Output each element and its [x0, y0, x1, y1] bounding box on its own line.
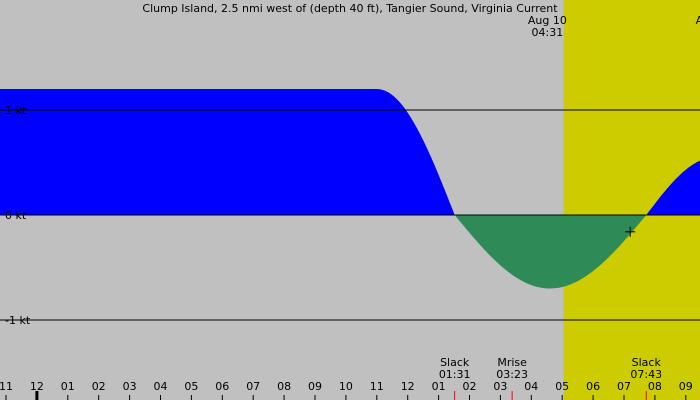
hour-tick-label: 07 [246, 380, 260, 393]
hour-tick-label: 08 [648, 380, 662, 393]
bottom-event-name: Slack [440, 356, 470, 369]
hour-tick-label: 12 [401, 380, 415, 393]
hour-tick-label: 06 [215, 380, 229, 393]
hour-tick-label: 05 [184, 380, 198, 393]
flood-area-2 [647, 160, 700, 215]
gridlines [0, 109, 700, 321]
flood-area-0 [0, 89, 455, 215]
hour-tick-label: 12 [30, 380, 44, 393]
bottom-event-time: 07:43 [630, 368, 662, 381]
top-event-time: 04:31 [532, 26, 564, 39]
top-event-date: Aug 10 [696, 14, 700, 27]
bottom-event-time: 03:23 [496, 368, 528, 381]
bottom-event-labels: Slack01:31Mrise03:23Slack07:43Slack12:37… [439, 356, 662, 400]
hour-tick-label: 11 [370, 380, 384, 393]
hour-tick-label: 04 [154, 380, 168, 393]
top-event-date: Aug 10 [528, 14, 567, 27]
hour-tick-label: 01 [61, 380, 75, 393]
hour-tick-label: 05 [555, 380, 569, 393]
hour-tick-label: 06 [586, 380, 600, 393]
current-time-marker [625, 226, 636, 237]
hour-tick-label: 03 [123, 380, 137, 393]
hour-tick-label: 07 [617, 380, 631, 393]
y-tick-label: 0 kt [5, 209, 27, 222]
y-tick-label: -1 kt [5, 314, 31, 327]
hour-tick-label: 10 [339, 380, 353, 393]
hour-tick-label: 09 [679, 380, 693, 393]
hour-tick-label: 11 [0, 380, 13, 393]
hour-tick-label: 09 [308, 380, 322, 393]
hour-tick-label: 03 [493, 380, 507, 393]
bottom-event-name: Mrise [497, 356, 527, 369]
y-axis-labels: 1 kt 0 kt -1 kt [5, 104, 31, 327]
hour-axis: 11 12 01 02 03 04 05 06 07 08 09 10 11 12 01 02 03 04 05 06… [0, 380, 693, 400]
hour-tick-label: 02 [463, 380, 477, 393]
bottom-event-name: Slack [632, 356, 662, 369]
hour-tick-label: 04 [524, 380, 538, 393]
ebb-area-1 [455, 215, 646, 289]
bottom-event-time: 01:31 [439, 368, 471, 381]
hour-tick-label: 01 [432, 380, 446, 393]
y-tick-label: 1 kt [5, 104, 27, 117]
current-area-layer [0, 89, 700, 289]
hour-tick-label: 02 [92, 380, 106, 393]
hour-tick-label: 08 [277, 380, 291, 393]
chart-title: Clump Island, 2.5 nmi west of (depth 40 … [142, 2, 558, 15]
